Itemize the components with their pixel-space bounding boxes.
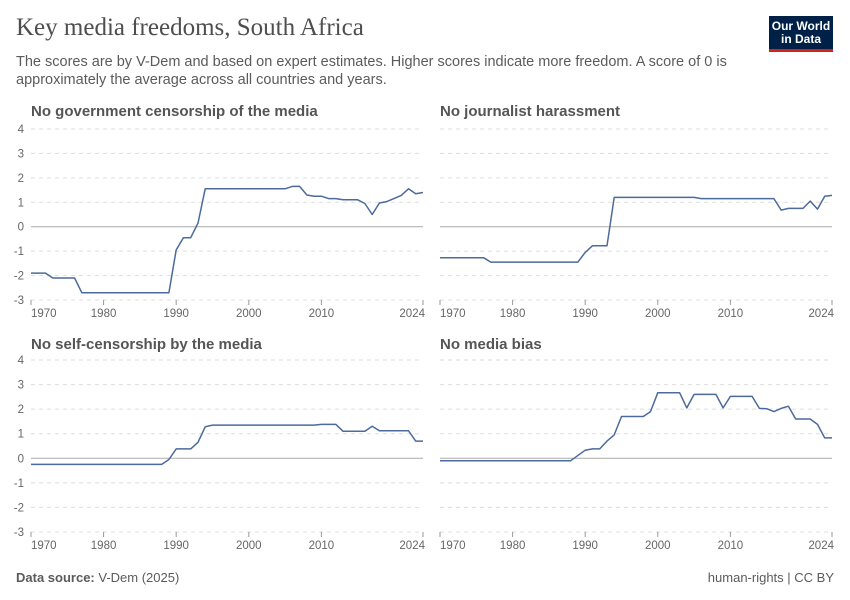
x-tick-label: 1970 [31,308,57,320]
panel-title: No government censorship of the media [31,103,318,120]
x-tick-label: 1970 [31,540,57,552]
y-tick-label: 1 [18,197,24,209]
series-line[interactable] [31,185,424,294]
panel-2: No journalist harassment 1970 1980 1990 2000… [439,103,835,320]
source-link[interactable]: V-Dem (2025) [98,570,180,585]
y-tick-label: 4 [18,355,25,367]
y-tick-label: 4 [18,124,25,136]
logo-line-2: in Data [780,32,821,46]
x-tick-label: 2024 [808,308,834,320]
x-tick-label: 1990 [572,540,598,552]
data-source: Data source: V-Dem (2025) [16,570,179,585]
y-tick-label: -1 [14,478,24,490]
y-tick-label: -2 [14,502,24,514]
x-tick-label: 1980 [500,308,526,320]
owid-logo[interactable]: Our World in Data [769,16,833,52]
x-tick-label: 1990 [163,540,189,552]
y-tick-label: 2 [18,404,24,416]
x-tick-label: 1980 [500,540,526,552]
page-title: Key media freedoms, South Africa [16,14,364,41]
y-tick-label: -3 [14,527,24,539]
x-tick-label: 2000 [236,540,262,552]
x-tick-label: 1970 [440,308,466,320]
y-tick-label: -1 [14,246,24,258]
logo-line-1: Our World [771,19,831,33]
panel-4: No media bias 1970 1980 1990 2000 2010 2024 [439,336,835,552]
x-tick-label: 1980 [91,540,117,552]
y-tick-label: 0 [18,453,24,465]
x-tick-label: 2024 [399,540,425,552]
panel-1: No government censorship of the media -3 -… [14,103,426,320]
panel-title: No media bias [440,336,542,353]
y-tick-label: 3 [18,148,24,160]
y-tick-label: 2 [18,173,24,185]
x-tick-label: 1970 [440,540,466,552]
panel-3: No self-censorship by the media -3 -2 -1 0 1 2… [14,336,426,552]
source-label: Data source: [16,570,95,585]
panel-title: No self-censorship by the media [31,336,263,353]
y-tick-label: 0 [18,222,24,234]
x-tick-label: 1990 [572,308,598,320]
x-tick-label: 1990 [163,308,189,320]
y-tick-label: 3 [18,380,24,392]
x-tick-label: 2000 [645,308,671,320]
series-line[interactable] [31,423,423,466]
x-tick-label: 2010 [309,308,335,320]
x-tick-label: 2000 [645,540,671,552]
y-tick-label: -2 [14,271,24,283]
subtitle: The scores are by V-Dem and based on exp… [16,54,727,88]
panel-title: No journalist harassment [440,103,620,120]
x-tick-label: 2010 [718,308,744,320]
x-tick-label: 2024 [399,308,425,320]
x-tick-label: 2000 [236,308,262,320]
x-tick-label: 2010 [309,540,335,552]
y-tick-label: -3 [14,295,24,307]
series-line[interactable] [440,194,833,263]
x-tick-label: 1980 [91,308,117,320]
y-tick-label: 1 [18,429,24,441]
x-tick-label: 2010 [718,540,744,552]
series-line[interactable] [440,391,832,462]
x-tick-label: 2024 [808,540,834,552]
license[interactable]: human-rights | CC BY [707,570,834,585]
